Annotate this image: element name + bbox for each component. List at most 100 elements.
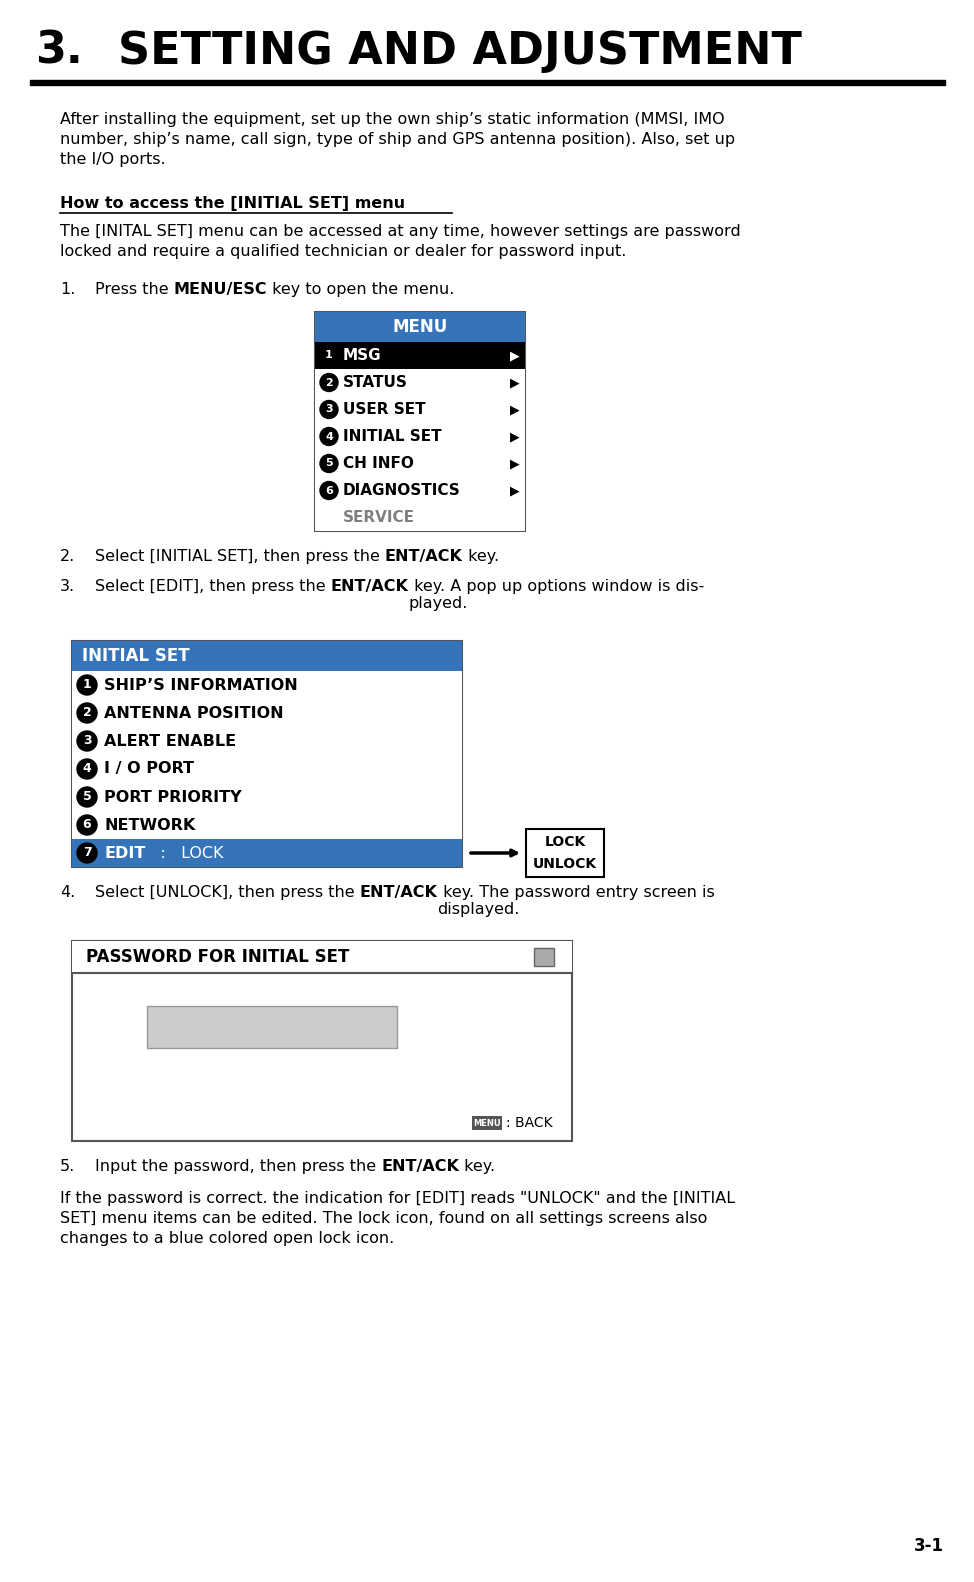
- Text: Select [UNLOCK], then press the: Select [UNLOCK], then press the: [95, 884, 359, 900]
- Bar: [72, 728, 462, 755]
- Text: 1: 1: [325, 351, 333, 361]
- Bar: [526, 829, 604, 876]
- Circle shape: [77, 731, 97, 751]
- Text: 3.: 3.: [35, 30, 83, 73]
- Text: key. A pop up options window is dis-
played.: key. A pop up options window is dis- pla…: [409, 579, 704, 611]
- Bar: [72, 671, 462, 699]
- Circle shape: [77, 786, 97, 807]
- Bar: [147, 1006, 397, 1047]
- Text: After installing the equipment, set up the own ship’s static information (MMSI, : After installing the equipment, set up t…: [60, 112, 735, 166]
- Text: 4: 4: [325, 432, 333, 441]
- Bar: [315, 449, 525, 478]
- Circle shape: [77, 815, 97, 835]
- Text: MENU: MENU: [393, 318, 448, 335]
- Text: SHIP’S INFORMATION: SHIP’S INFORMATION: [104, 677, 298, 693]
- Text: 7: 7: [83, 846, 92, 859]
- Circle shape: [320, 481, 338, 500]
- Circle shape: [320, 400, 338, 419]
- Text: 6: 6: [325, 486, 333, 495]
- Text: PORT PRIORITY: PORT PRIORITY: [104, 789, 242, 805]
- Text: MSG: MSG: [343, 348, 382, 362]
- Text: 3: 3: [325, 405, 333, 414]
- Bar: [472, 1115, 502, 1130]
- Text: 1.: 1.: [60, 282, 75, 297]
- Text: 1: 1: [83, 679, 92, 691]
- Text: USER SET: USER SET: [343, 402, 426, 418]
- Text: : BACK: : BACK: [506, 1115, 552, 1130]
- Bar: [534, 948, 554, 967]
- Text: key. The password entry screen is
displayed.: key. The password entry screen is displa…: [437, 884, 714, 918]
- Text: How to access the [INITIAL SET] menu: How to access the [INITIAL SET] menu: [60, 196, 405, 210]
- Bar: [315, 312, 525, 532]
- Text: INITIAL SET: INITIAL SET: [82, 647, 190, 664]
- Text: PASSWORD FOR INITIAL SET: PASSWORD FOR INITIAL SET: [86, 948, 350, 967]
- Text: Select [EDIT], then press the: Select [EDIT], then press the: [95, 579, 331, 593]
- Bar: [72, 755, 462, 783]
- Text: I / O PORT: I / O PORT: [104, 761, 194, 777]
- Text: INITIAL SET: INITIAL SET: [343, 429, 441, 445]
- Text: 6: 6: [83, 818, 92, 832]
- Bar: [315, 396, 525, 422]
- Text: STATUS: STATUS: [343, 375, 408, 391]
- Text: 4: 4: [83, 763, 92, 775]
- Bar: [315, 478, 525, 505]
- Text: key.: key.: [463, 549, 499, 565]
- Circle shape: [320, 346, 338, 364]
- Text: 3: 3: [83, 734, 92, 748]
- Text: ▶: ▶: [510, 377, 520, 389]
- Text: ENT/ACK: ENT/ACK: [331, 579, 409, 593]
- Text: ANTENNA POSITION: ANTENNA POSITION: [104, 706, 283, 720]
- Text: CH INFO: CH INFO: [343, 456, 414, 471]
- Text: 2: 2: [325, 378, 333, 388]
- Text: SETTING AND ADJUSTMENT: SETTING AND ADJUSTMENT: [118, 30, 802, 73]
- Bar: [315, 422, 525, 449]
- Circle shape: [320, 454, 338, 473]
- Text: ENT/ACK: ENT/ACK: [381, 1160, 459, 1174]
- Text: 4.: 4.: [60, 884, 75, 900]
- Text: ▶: ▶: [510, 484, 520, 497]
- Text: Input the password, then press the: Input the password, then press the: [95, 1160, 381, 1174]
- Text: 5.: 5.: [60, 1160, 75, 1174]
- Bar: [315, 505, 525, 532]
- Bar: [315, 342, 525, 369]
- Bar: [72, 812, 462, 838]
- Text: ENT/ACK: ENT/ACK: [385, 549, 463, 565]
- Text: ▶: ▶: [510, 350, 520, 362]
- Circle shape: [320, 427, 338, 446]
- Text: 5: 5: [83, 791, 92, 804]
- Text: ALERT ENABLE: ALERT ENABLE: [104, 734, 236, 748]
- Text: ▶: ▶: [510, 403, 520, 416]
- Circle shape: [77, 676, 97, 694]
- Bar: [72, 838, 462, 867]
- Text: 5: 5: [325, 459, 333, 468]
- Bar: [30, 81, 945, 85]
- Bar: [72, 783, 462, 812]
- Text: key to open the menu.: key to open the menu.: [268, 282, 455, 297]
- Text: :   LOCK: : LOCK: [145, 845, 224, 861]
- Text: ▶: ▶: [510, 430, 520, 443]
- Text: Select [INITIAL SET], then press the: Select [INITIAL SET], then press the: [95, 549, 385, 565]
- Text: LOCK: LOCK: [544, 835, 585, 850]
- Text: ▶: ▶: [510, 457, 520, 470]
- Circle shape: [77, 702, 97, 723]
- Circle shape: [77, 843, 97, 864]
- Bar: [315, 369, 525, 396]
- Text: MENU: MENU: [473, 1118, 501, 1128]
- Bar: [72, 641, 462, 867]
- Text: 3.: 3.: [60, 579, 75, 593]
- Bar: [72, 941, 572, 973]
- Text: NETWORK: NETWORK: [104, 818, 195, 832]
- Bar: [72, 699, 462, 728]
- Text: EDIT: EDIT: [104, 845, 145, 861]
- Text: If the password is correct. the indication for [EDIT] reads "UNLOCK" and the [IN: If the password is correct. the indicati…: [60, 1191, 735, 1245]
- Text: 3-1: 3-1: [914, 1538, 944, 1555]
- Text: SERVICE: SERVICE: [343, 509, 415, 525]
- Text: The [INITAL SET] menu can be accessed at any time, however settings are password: The [INITAL SET] menu can be accessed at…: [60, 225, 741, 259]
- Circle shape: [320, 373, 338, 391]
- Text: MENU/ESC: MENU/ESC: [173, 282, 268, 297]
- Bar: [72, 941, 572, 1141]
- Text: DIAGNOSTICS: DIAGNOSTICS: [343, 483, 461, 498]
- Text: 2.: 2.: [60, 549, 75, 565]
- Bar: [72, 641, 462, 671]
- Text: key.: key.: [459, 1160, 495, 1174]
